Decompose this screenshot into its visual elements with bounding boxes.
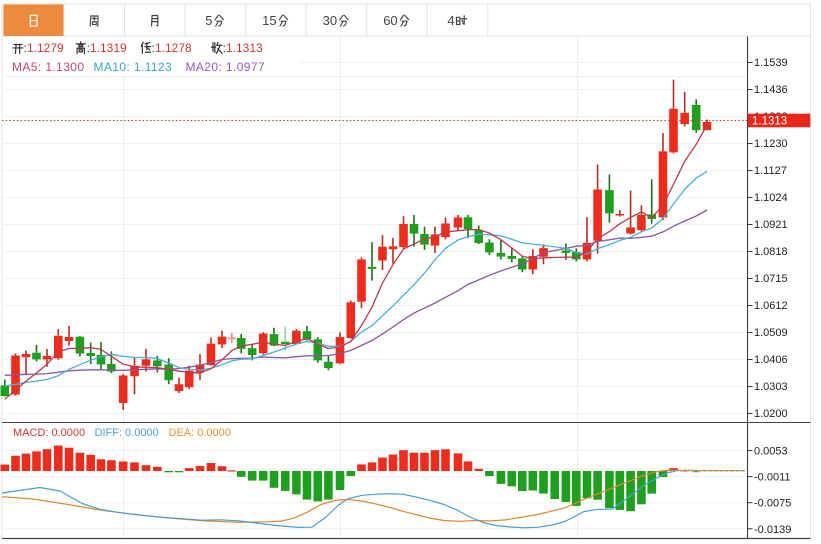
svg-text:60: 60 — [383, 13, 397, 28]
svg-text::: : — [152, 41, 155, 55]
svg-text:1.0303: 1.0303 — [754, 381, 788, 393]
svg-text:1.1313: 1.1313 — [752, 115, 787, 127]
svg-text:1.0200: 1.0200 — [754, 408, 788, 420]
svg-text:1.1313: 1.1313 — [226, 41, 263, 55]
svg-text:1.0612: 1.0612 — [754, 300, 788, 312]
svg-text:DIFF: 0.0000: DIFF: 0.0000 — [95, 427, 159, 439]
svg-text:1.1230: 1.1230 — [754, 138, 788, 150]
svg-text:-0.0139: -0.0139 — [754, 524, 791, 536]
svg-text:1.0509: 1.0509 — [754, 327, 788, 339]
svg-text:1.0921: 1.0921 — [754, 219, 788, 231]
svg-text:1.1127: 1.1127 — [754, 165, 787, 177]
svg-text:1.1024: 1.1024 — [754, 192, 788, 204]
svg-text:1.1319: 1.1319 — [90, 41, 127, 55]
svg-text:MA20: 1.0977: MA20: 1.0977 — [186, 60, 266, 74]
svg-text::: : — [24, 41, 27, 55]
svg-text:1.1436: 1.1436 — [754, 84, 788, 96]
svg-text:1.0715: 1.0715 — [754, 273, 788, 285]
svg-text:MA5: 1.1300: MA5: 1.1300 — [12, 60, 84, 74]
svg-text:-0.0075: -0.0075 — [754, 498, 791, 510]
svg-text:1.1279: 1.1279 — [27, 41, 64, 55]
svg-text:MA10: 1.1123: MA10: 1.1123 — [94, 60, 173, 74]
svg-text:1.0406: 1.0406 — [754, 354, 788, 366]
svg-text:MACD: 0.0000: MACD: 0.0000 — [13, 427, 85, 439]
svg-text::: : — [223, 41, 226, 55]
svg-text:1.1278: 1.1278 — [155, 41, 192, 55]
svg-text:1.1539: 1.1539 — [754, 57, 788, 69]
svg-text::: : — [87, 41, 90, 55]
svg-text:0.0053: 0.0053 — [754, 446, 788, 458]
svg-text:4: 4 — [447, 13, 454, 28]
svg-text:DEA: 0.0000: DEA: 0.0000 — [169, 427, 231, 439]
svg-text:-0.0011: -0.0011 — [754, 472, 791, 484]
svg-text:15: 15 — [262, 13, 276, 28]
svg-text:5: 5 — [205, 13, 212, 28]
svg-text:30: 30 — [323, 13, 337, 28]
svg-text:1.0818: 1.0818 — [754, 246, 788, 258]
